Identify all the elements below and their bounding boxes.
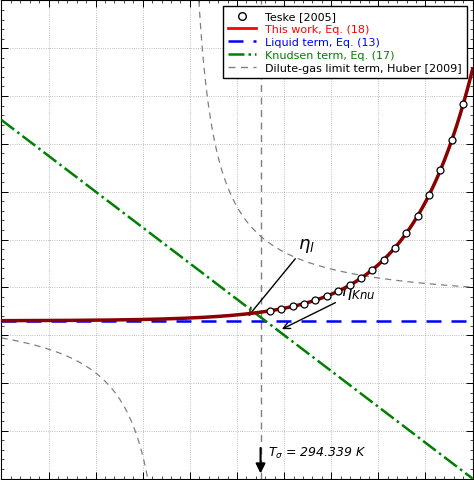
Legend: Teske [2005], This work, Eq. (18), Liquid term, Eq. (13), Knudsen term, Eq. (17): Teske [2005], This work, Eq. (18), Liqui… xyxy=(223,7,467,79)
Text: $T_{\sigma}$ = 294.339 K: $T_{\sigma}$ = 294.339 K xyxy=(268,445,366,460)
Text: $\eta_{Knu}$: $\eta_{Knu}$ xyxy=(283,283,375,329)
Text: $\eta_l$: $\eta_l$ xyxy=(249,236,315,315)
